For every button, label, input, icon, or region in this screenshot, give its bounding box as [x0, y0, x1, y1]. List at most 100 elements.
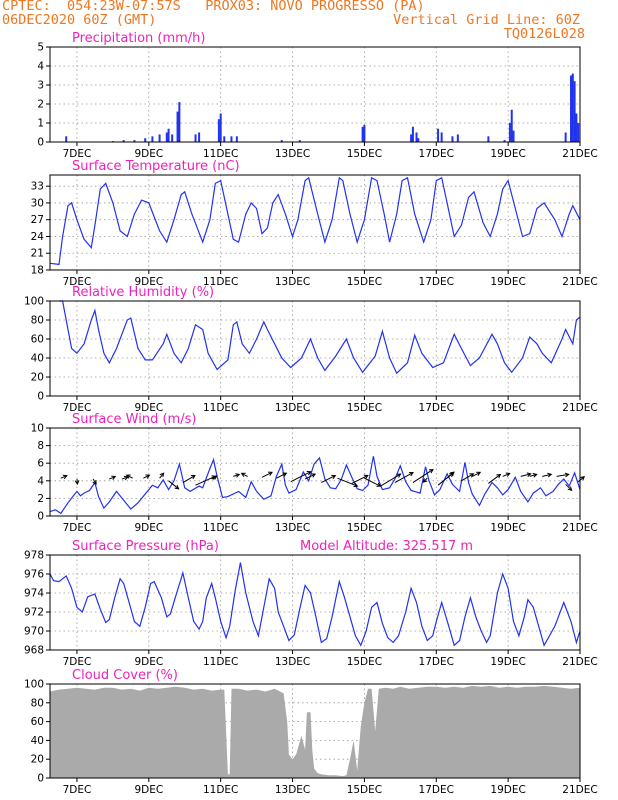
- precip-bar: [573, 81, 576, 142]
- x-tick-label-15DEC: 15DEC: [347, 402, 382, 414]
- x-tick-label-11DEC: 11DEC: [203, 522, 238, 534]
- wind-arrow: [321, 474, 337, 484]
- y-tick-label: 20: [31, 754, 44, 766]
- wind-arrow: [92, 478, 97, 485]
- y-tick-label: 24: [31, 231, 45, 243]
- precip-bar: [410, 134, 413, 142]
- x-tick-label-17DEC: 17DEC: [419, 522, 454, 534]
- x-tick-label-11DEC: 11DEC: [203, 276, 238, 288]
- y-tick-label: 40: [31, 735, 44, 747]
- y-tick-label: 5: [37, 42, 44, 54]
- panel-frame: [49, 174, 581, 271]
- precip-bar: [171, 134, 174, 142]
- y-tick-label: 21: [31, 248, 44, 260]
- wind-arrow: [159, 472, 165, 479]
- x-tick-label-11DEC: 11DEC: [203, 656, 238, 668]
- x-tick-label-9DEC: 9DEC: [134, 148, 163, 160]
- x-tick-label-21DEC: 21DEC: [562, 784, 597, 796]
- x-tick-label-19DEC: 19DEC: [490, 276, 525, 288]
- cloud-area: [50, 685, 580, 778]
- x-tick-label-15DEC: 15DEC: [347, 784, 382, 796]
- panel-frame: [49, 46, 581, 143]
- panel-title: Surface Temperature (nC): [72, 159, 240, 174]
- precip-bar: [451, 136, 454, 142]
- wind-arrow: [233, 473, 241, 478]
- series-line: [49, 456, 581, 515]
- x-tick-label-17DEC: 17DEC: [419, 148, 454, 160]
- y-tick-label: 8: [37, 440, 44, 452]
- precip-bar: [571, 73, 574, 142]
- wind-arrow: [577, 476, 586, 483]
- x-tick-label-7DEC: 7DEC: [63, 522, 92, 534]
- wind-arrow: [261, 471, 273, 478]
- precip-bar: [570, 75, 573, 142]
- panel-frame: [49, 683, 581, 779]
- header-grid-line: Vertical Grid Line: 60Z: [393, 12, 580, 28]
- header-date: 06DEC2020 60Z (GMT): [2, 12, 157, 28]
- y-tick-label: 60: [31, 716, 44, 728]
- panel-title: Cloud Cover (%): [72, 668, 178, 683]
- wind-arrow: [471, 471, 482, 477]
- x-tick-label-9DEC: 9DEC: [134, 784, 163, 796]
- panel-title: Surface Wind (m/s): [72, 412, 196, 427]
- x-tick-label-7DEC: 7DEC: [63, 656, 92, 668]
- y-tick-label: 2: [37, 99, 44, 111]
- wind-arrow: [74, 479, 80, 486]
- x-tick-label-7DEC: 7DEC: [63, 276, 92, 288]
- y-tick-label: 100: [24, 296, 44, 308]
- x-tick-label-13DEC: 13DEC: [275, 402, 310, 414]
- panel-3: 0 20 40 60 80 100 7DEC 9DEC 11DEC 13DEC 15DEC 17DEC…: [24, 285, 598, 414]
- x-tick-label-21DEC: 21DEC: [562, 522, 597, 534]
- wind-arrow: [488, 473, 502, 484]
- panel-4: 0 2 4 6 8 10 7DEC 9DEC 11DEC 13DEC 15DEC 17DEC 19DEC…: [31, 412, 598, 534]
- wind-arrow: [394, 472, 414, 483]
- x-tick-label-21DEC: 21DEC: [562, 402, 597, 414]
- precip-bar: [219, 113, 222, 142]
- x-tick-label-15DEC: 15DEC: [347, 148, 382, 160]
- x-tick-label-11DEC: 11DEC: [203, 402, 238, 414]
- precip-bar: [198, 132, 201, 142]
- precip-bar: [217, 119, 220, 142]
- precip-bar: [440, 132, 443, 142]
- x-tick-label-19DEC: 19DEC: [490, 402, 525, 414]
- precip-bar: [363, 124, 366, 142]
- x-tick-label-13DEC: 13DEC: [275, 522, 310, 534]
- precip-bar: [194, 134, 197, 142]
- y-tick-label: 10: [31, 423, 44, 435]
- header-line-1: CPTEC: 054:23W-07:57S PROX03: NOVO PROGR…: [2, 0, 425, 14]
- x-tick-label-17DEC: 17DEC: [419, 784, 454, 796]
- wind-arrow: [211, 475, 218, 480]
- wind-arrow: [60, 474, 68, 480]
- y-tick-label: 33: [31, 181, 44, 193]
- y-tick-label: 0: [37, 773, 44, 785]
- precip-bar: [512, 130, 515, 142]
- wind-arrow: [565, 483, 573, 492]
- precip-bar: [280, 140, 283, 142]
- y-tick-label: 30: [31, 197, 44, 209]
- series-line: [59, 300, 581, 375]
- x-tick-label-21DEC: 21DEC: [562, 276, 597, 288]
- x-tick-label-15DEC: 15DEC: [347, 522, 382, 534]
- wind-arrow: [520, 472, 532, 477]
- x-tick-label-19DEC: 19DEC: [490, 656, 525, 668]
- precip-bar: [564, 132, 567, 142]
- wind-arrow: [364, 477, 382, 487]
- panel-6: 0 20 40 60 80 100 7DEC 9DEC 11DEC 13DEC 15DEC 17DEC…: [24, 668, 598, 796]
- precip-bar: [144, 138, 147, 142]
- y-tick-label: 80: [31, 697, 44, 709]
- precip-bar: [167, 128, 170, 142]
- wind-arrow: [109, 475, 117, 480]
- precip-bar: [176, 111, 179, 142]
- precip-bar: [361, 126, 364, 142]
- x-tick-label-17DEC: 17DEC: [419, 276, 454, 288]
- y-tick-label: 1: [37, 118, 44, 130]
- y-tick-label: 100: [24, 679, 44, 691]
- header-run-id: TQ0126L028: [503, 26, 585, 42]
- x-tick-label-19DEC: 19DEC: [490, 148, 525, 160]
- x-tick-label-13DEC: 13DEC: [275, 784, 310, 796]
- x-tick-label-7DEC: 7DEC: [63, 148, 92, 160]
- y-tick-label: 80: [31, 315, 44, 327]
- x-tick-label-21DEC: 21DEC: [562, 656, 597, 668]
- wind-arrow: [542, 472, 553, 478]
- y-tick-label: 60: [31, 334, 44, 346]
